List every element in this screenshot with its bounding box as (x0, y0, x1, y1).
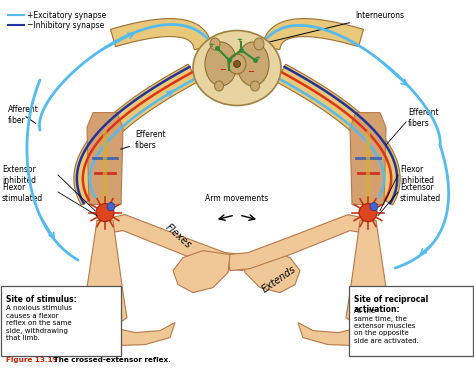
Text: Excitatory synapse: Excitatory synapse (31, 10, 106, 19)
Ellipse shape (237, 42, 269, 86)
Text: Arm movements: Arm movements (205, 194, 269, 203)
FancyBboxPatch shape (349, 286, 473, 356)
Ellipse shape (250, 81, 259, 91)
Polygon shape (87, 113, 123, 205)
Polygon shape (346, 220, 388, 327)
Text: +: + (26, 10, 32, 19)
Polygon shape (298, 323, 378, 346)
Text: −: − (247, 68, 255, 76)
Text: Flexor
stimulated: Flexor stimulated (2, 183, 43, 203)
Text: Extensor
stimulated: Extensor stimulated (400, 183, 441, 203)
Polygon shape (350, 113, 386, 205)
Polygon shape (110, 19, 212, 50)
Polygon shape (262, 19, 364, 50)
Polygon shape (243, 251, 300, 292)
Text: Interneurons: Interneurons (268, 11, 404, 43)
Text: Figure 13.19: Figure 13.19 (6, 357, 57, 363)
Text: +: + (236, 37, 242, 43)
Text: Efferent
fibers: Efferent fibers (408, 108, 438, 128)
Circle shape (359, 204, 377, 222)
Ellipse shape (205, 42, 237, 86)
Ellipse shape (254, 38, 264, 50)
Text: The crossed-extensor reflex.: The crossed-extensor reflex. (51, 357, 171, 363)
Polygon shape (276, 64, 400, 205)
Polygon shape (85, 220, 127, 327)
Polygon shape (228, 214, 376, 270)
Text: Afferent
fiber: Afferent fiber (8, 105, 39, 125)
Text: Extensor
inhibited: Extensor inhibited (2, 165, 36, 185)
Text: Extends: Extends (260, 264, 298, 295)
Circle shape (107, 203, 115, 211)
Text: +: + (208, 42, 214, 48)
Circle shape (370, 203, 378, 211)
Polygon shape (95, 323, 175, 346)
Ellipse shape (215, 81, 224, 91)
Text: −: − (26, 21, 32, 29)
Polygon shape (97, 214, 245, 270)
Text: Inhibitory synapse: Inhibitory synapse (31, 21, 104, 29)
Text: Site of stimulus:: Site of stimulus: (6, 295, 77, 304)
Ellipse shape (210, 38, 220, 50)
Text: −: − (219, 66, 227, 75)
Ellipse shape (228, 54, 246, 74)
Text: At the
same time, the
extensor muscles
on the opposite
side are activated.: At the same time, the extensor muscles o… (354, 308, 419, 344)
Ellipse shape (193, 31, 281, 106)
Text: +: + (254, 55, 260, 61)
Circle shape (234, 60, 240, 68)
Text: Flexor
inhibited: Flexor inhibited (400, 165, 434, 185)
Polygon shape (173, 251, 230, 292)
Text: A noxious stimulus
causes a flexor
reflex on the same
side, withdrawing
that lim: A noxious stimulus causes a flexor refle… (6, 305, 72, 341)
FancyBboxPatch shape (1, 286, 121, 356)
Text: Site of reciprocal
activation:: Site of reciprocal activation: (354, 295, 428, 314)
Text: Efferent
fibers: Efferent fibers (121, 130, 165, 150)
Text: Flexes: Flexes (163, 222, 193, 251)
Circle shape (96, 204, 114, 222)
Polygon shape (74, 64, 198, 205)
